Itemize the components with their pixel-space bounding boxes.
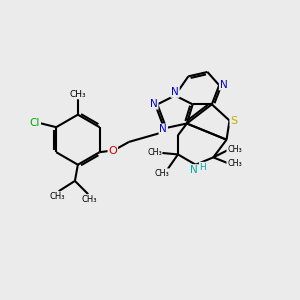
Text: CH₃: CH₃ [50,192,65,201]
Text: CH₃: CH₃ [227,146,242,154]
Text: N: N [220,80,227,90]
Text: CH₃: CH₃ [147,148,162,158]
Text: N: N [150,99,158,109]
Text: Cl: Cl [30,118,40,128]
Text: CH₃: CH₃ [70,90,86,99]
Text: N: N [171,87,179,97]
Text: O: O [108,146,117,156]
Text: N: N [190,165,198,175]
Text: CH₃: CH₃ [227,159,242,168]
Text: H: H [200,163,206,172]
Text: N: N [159,124,167,134]
Text: CH₃: CH₃ [82,195,98,204]
Text: S: S [230,116,238,126]
Text: CH₃: CH₃ [154,169,169,178]
